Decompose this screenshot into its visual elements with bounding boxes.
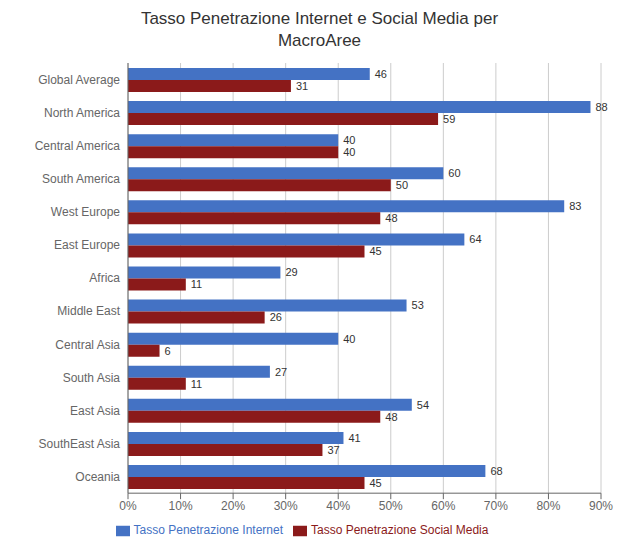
svg-text:0%: 0%: [119, 499, 137, 513]
svg-text:60: 60: [448, 167, 460, 179]
svg-text:59: 59: [443, 113, 455, 125]
svg-text:68: 68: [490, 465, 502, 477]
svg-text:40: 40: [343, 333, 355, 345]
html-text:Tasso Penetrazione Social Medi: Tasso Penetrazione Social Media: [311, 523, 489, 538]
svg-text:80%: 80%: [536, 499, 560, 513]
html-text:Tasso Penetrazione Internet: Tasso Penetrazione Internet: [133, 523, 283, 538]
svg-text:30%: 30%: [274, 499, 298, 513]
svg-text:83: 83: [569, 200, 581, 212]
svg-text:North America: North America: [44, 106, 120, 120]
svg-text:East Asia: East Asia: [70, 404, 120, 418]
svg-text:South America: South America: [42, 172, 120, 186]
html-text:Tasso Penetrazione Internet e: Tasso Penetrazione Internet e Social Med…: [140, 9, 499, 28]
svg-text:45: 45: [370, 477, 382, 489]
svg-text:Central Asia: Central Asia: [55, 338, 120, 352]
svg-text:South Asia: South Asia: [63, 371, 121, 385]
svg-text:10%: 10%: [169, 499, 193, 513]
svg-text:Middle East: Middle East: [57, 304, 120, 318]
svg-text:64: 64: [469, 233, 481, 245]
svg-text:53: 53: [412, 299, 424, 311]
svg-text:40%: 40%: [326, 499, 350, 513]
svg-text:31: 31: [296, 80, 308, 92]
svg-text:Central America: Central America: [35, 139, 121, 153]
svg-text:40: 40: [343, 146, 355, 158]
svg-text:40: 40: [343, 134, 355, 146]
svg-text:20%: 20%: [221, 499, 245, 513]
svg-text:90%: 90%: [589, 499, 613, 513]
svg-text:11: 11: [191, 378, 202, 390]
svg-text:Oceania: Oceania: [75, 470, 120, 484]
svg-text:45: 45: [370, 245, 382, 257]
svg-text:26: 26: [270, 311, 282, 323]
svg-text:29: 29: [285, 266, 297, 278]
svg-text:SouthEast Asia: SouthEast Asia: [39, 437, 121, 451]
svg-text:41: 41: [348, 432, 360, 444]
svg-text:48: 48: [385, 411, 397, 423]
svg-text:46: 46: [375, 68, 387, 80]
svg-text:88: 88: [595, 101, 607, 113]
svg-text:37: 37: [327, 444, 339, 456]
svg-text:Global Average: Global Average: [38, 73, 120, 87]
svg-text:50: 50: [396, 179, 408, 191]
svg-text:Africa: Africa: [89, 271, 120, 285]
svg-text:West Europe: West Europe: [51, 205, 120, 219]
svg-text:6: 6: [165, 345, 171, 357]
svg-text:60%: 60%: [431, 499, 455, 513]
svg-text:East Europe: East Europe: [54, 238, 120, 252]
svg-text:11: 11: [191, 278, 202, 290]
svg-text:27: 27: [275, 366, 287, 378]
svg-text:54: 54: [417, 399, 429, 411]
svg-text:50%: 50%: [379, 499, 403, 513]
html-text:MacroAree: MacroAree: [277, 31, 362, 50]
svg-text:48: 48: [385, 212, 397, 224]
svg-text:70%: 70%: [484, 499, 508, 513]
